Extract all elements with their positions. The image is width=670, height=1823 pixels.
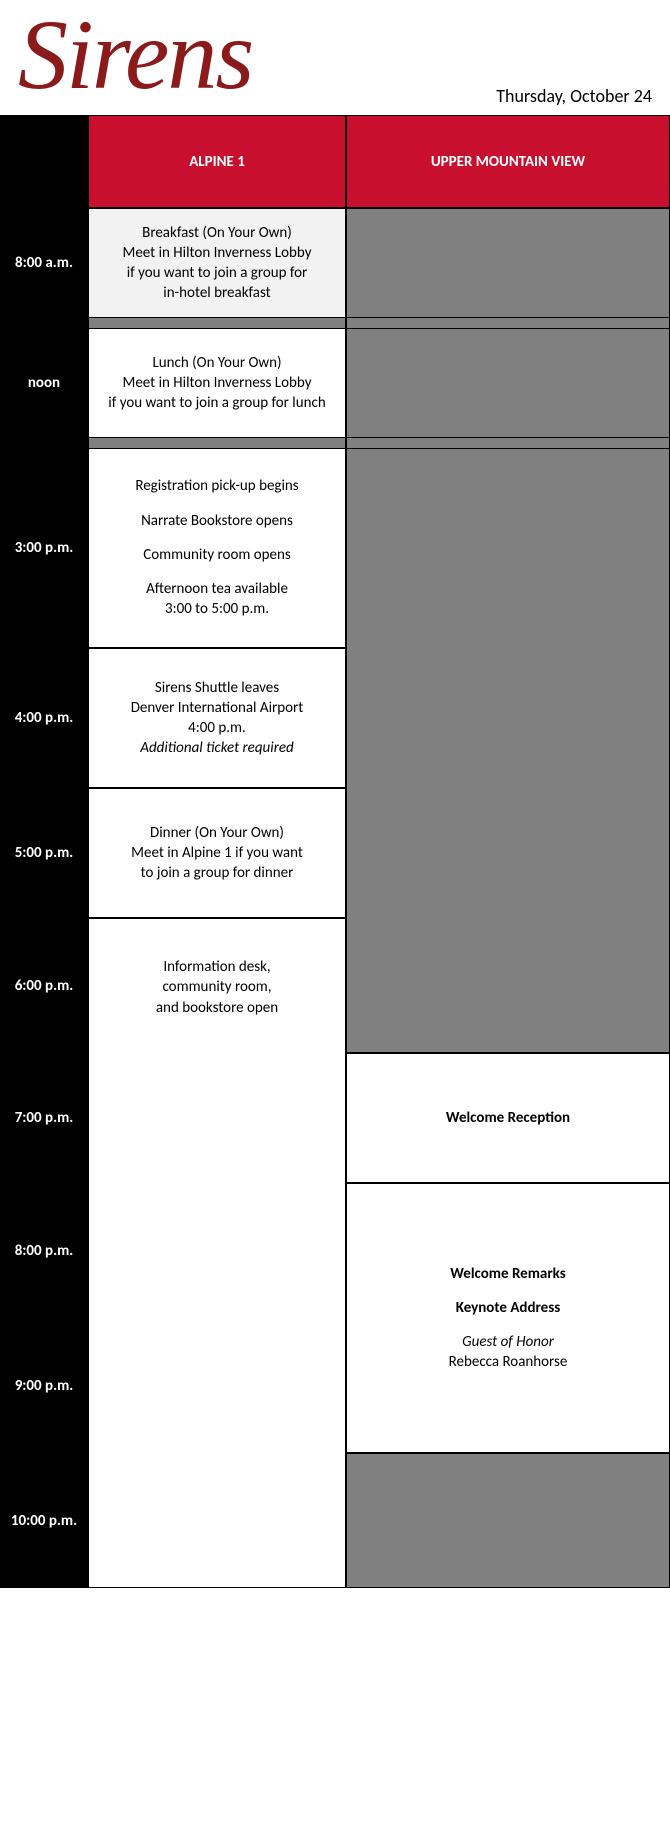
row-noon: noon Lunch (On Your Own) Meet in Hilton … [0,328,670,438]
text-line: Meet in Hilton Inverness Lobby [123,374,312,392]
cell-afternoon-upper [346,448,670,1053]
schedule-table: ALPINE 1 UPPER MOUNTAIN VIEW 8:00 a.m. B… [0,115,670,1588]
text-line: to join a group for dinner [141,864,294,882]
text-line: Rebecca Roanhorse [449,1353,568,1371]
time-800am: 8:00 a.m. [0,208,88,318]
header-corner [0,115,88,208]
time-1000pm: 10:00 p.m. [0,1453,88,1588]
guest-block: Guest of Honor Rebecca Roanhorse [347,1332,669,1373]
text-line: Meet in Hilton Inverness Lobby [123,244,312,262]
text-line: Sirens Shuttle leaves [155,679,279,697]
text-line: if you want to join a group for [127,264,308,282]
page-header: Sirens Thursday, October 24 [0,0,670,115]
text-italic: Guest of Honor [462,1333,554,1351]
row-800am: 8:00 a.m. Breakfast (On Your Own) Meet i… [0,208,670,318]
cell-keynote-upper: Welcome Remarks Keynote Address Guest of… [346,1183,670,1453]
text-line: Dinner (On Your Own) [150,824,284,842]
time-600pm: 6:00 p.m. [0,918,88,1053]
cell-noon-alpine: Lunch (On Your Own) Meet in Hilton Inver… [88,328,346,438]
text-line: 4:00 p.m. [188,719,246,737]
time-500pm: 5:00 p.m. [0,788,88,918]
cell-noon-upper [346,328,670,438]
text-bold: Keynote Address [347,1298,669,1318]
header-alpine: ALPINE 1 [88,115,346,208]
time-300pm: 3:00 p.m. [0,448,88,648]
cell-400pm-alpine: Sirens Shuttle leaves Denver Internation… [88,648,346,788]
time-400pm: 4:00 p.m. [0,648,88,788]
time-800pm: 8:00 p.m. [0,1183,88,1318]
time-900pm: 9:00 p.m. [0,1318,88,1453]
time-noon: noon [0,328,88,438]
time-700pm: 7:00 p.m. [0,1053,88,1183]
cell-800am-upper [346,208,670,318]
text-line: if you want to join a group for lunch [108,394,325,412]
text-block: Community room opens [89,545,345,565]
cell-500pm-alpine: Dinner (On Your Own) Meet in Alpine 1 if… [88,788,346,918]
text-bold: Welcome Reception [446,1109,570,1127]
cell-1000pm-upper [346,1453,670,1588]
text-line: Denver International Airport [131,699,304,717]
cell-evening-alpine: Information desk, community room, and bo… [88,918,346,1588]
text-line: Information desk, [163,958,270,976]
text-line: Lunch (On Your Own) [152,354,281,372]
spacer [0,438,670,448]
text-bold: Welcome Remarks [347,1264,669,1284]
text-line-italic: Additional ticket required [140,739,293,757]
text-block: Narrate Bookstore opens [89,511,345,531]
cell-300pm-alpine: Registration pick-up begins Narrate Book… [88,448,346,648]
spacer [0,318,670,328]
header-upper: UPPER MOUNTAIN VIEW [346,115,670,208]
row-300pm: 3:00 p.m. Registration pick-up begins Na… [0,448,670,648]
text-line: Meet in Alpine 1 if you want [131,844,303,862]
cell-800am-alpine: Breakfast (On Your Own) Meet in Hilton I… [88,208,346,318]
text-line: in-hotel breakfast [163,284,270,302]
text-block: Registration pick-up begins [89,476,345,496]
text-line: Breakfast (On Your Own) [142,224,292,242]
text-line: and bookstore open [156,999,278,1017]
date-label: Thursday, October 24 [496,85,652,107]
header-row: ALPINE 1 UPPER MOUNTAIN VIEW [0,115,670,208]
text-line: community room, [162,978,271,996]
cell-700pm-upper: Welcome Reception [346,1053,670,1183]
text-block: Afternoon tea available3:00 to 5:00 p.m. [89,579,345,620]
